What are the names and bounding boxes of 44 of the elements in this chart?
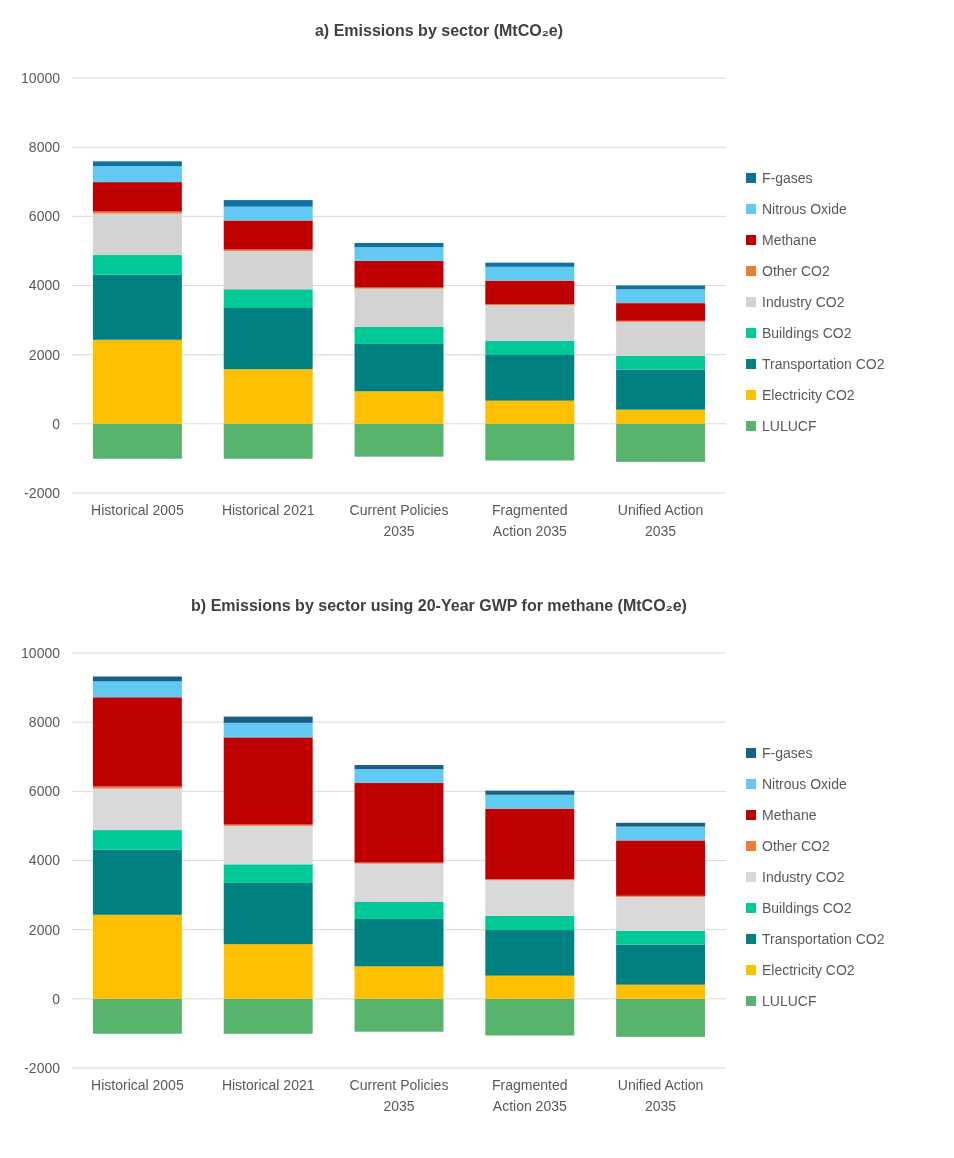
legend-label: Electricity CO2 [762, 961, 855, 978]
y-tick-label: 6000 [28, 783, 61, 800]
x-tick-label: Unified Action 2035 [617, 502, 704, 539]
x-tick-label: Historical 2005 [91, 1077, 184, 1093]
y-tick-label: 0 [52, 415, 61, 432]
y-tick-label: 2000 [28, 346, 61, 363]
legend-label: Industry CO2 [762, 293, 845, 310]
legend-label: Methane [762, 231, 817, 248]
legend-label: Electricity CO2 [762, 386, 855, 403]
x-tick-label: Historical 2021 [221, 502, 315, 518]
legend-label: Transportation CO2 [762, 355, 885, 372]
y-tick-label: 4000 [28, 852, 61, 869]
legend-label: F-gases [762, 169, 813, 186]
x-tick-label: Unified Action 2035 [617, 1077, 704, 1114]
y-tick-label: 8000 [28, 714, 61, 731]
x-tick-label: Fragmented Action 2035 [492, 1077, 568, 1114]
legend-label: Buildings CO2 [762, 899, 852, 916]
y-tick-label: 10000 [21, 69, 61, 86]
legend-label: F-gases [762, 744, 813, 761]
y-tick-label: 2000 [28, 921, 61, 938]
y-tick-label: 6000 [28, 208, 61, 225]
y-tick-label: 0 [52, 990, 61, 1007]
y-tick-label: 10000 [21, 644, 61, 661]
legend-label: Transportation CO2 [762, 930, 885, 947]
x-tick-label: Current Policies 2035 [349, 1077, 449, 1114]
legend-label: Industry CO2 [762, 868, 845, 885]
x-tick-label: Historical 2005 [91, 502, 184, 518]
x-tick-label: Fragmented Action 2035 [492, 502, 568, 539]
y-tick-label: 8000 [28, 139, 61, 156]
legend-label: Nitrous Oxide [762, 200, 848, 217]
x-tick-label: Historical 2021 [221, 1077, 315, 1093]
legend-label: Methane [762, 806, 817, 823]
y-tick-label: -2000 [24, 1059, 61, 1076]
y-tick-label: 4000 [28, 277, 61, 294]
legend-label: Buildings CO2 [762, 324, 852, 341]
chart-title: b) Emissions by sector using 20-Year GWP for methane (MtCO₂e) [191, 597, 687, 614]
x-tick-label: Current Policies 2035 [349, 502, 449, 539]
legend-label: Other CO2 [762, 837, 830, 854]
chart-title: a) Emissions by sector (MtCO₂e) [314, 22, 564, 39]
y-tick-label: -2000 [24, 484, 61, 501]
legend-label: LULUCF [762, 992, 817, 1009]
legend-label: Nitrous Oxide [762, 775, 848, 792]
legend-label: Other CO2 [762, 262, 830, 279]
legend-label: LULUCF [762, 417, 817, 434]
